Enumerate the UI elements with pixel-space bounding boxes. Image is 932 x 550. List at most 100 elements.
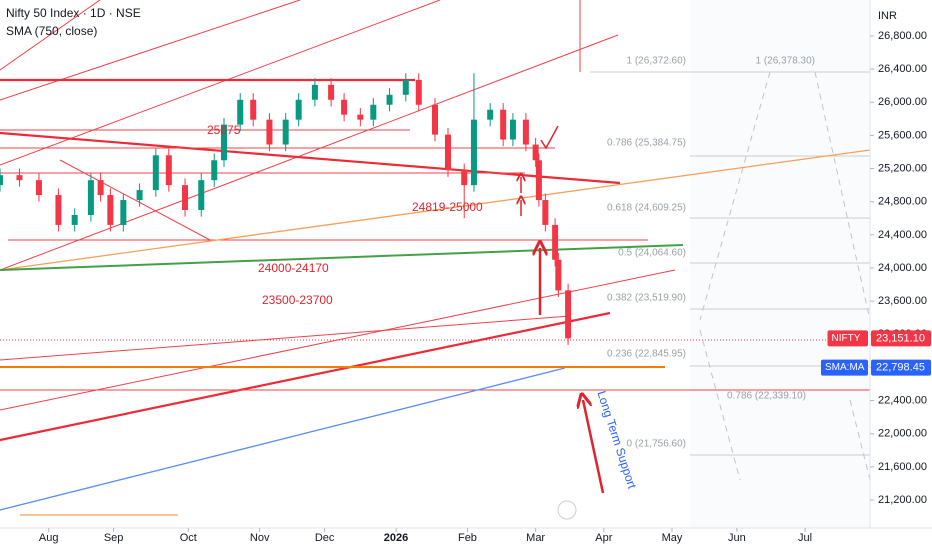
projection-lines — [699, 71, 871, 481]
candle-body — [555, 259, 562, 291]
y-tick-label: 24,000.00 — [878, 262, 927, 274]
x-tick-label: Apr — [595, 532, 612, 544]
candle-body — [402, 79, 409, 95]
candle-body — [198, 180, 205, 210]
y-tick-label: 24,800.00 — [878, 196, 927, 208]
candle-body — [266, 119, 273, 145]
annotation: 24819-25000 — [412, 200, 483, 214]
candle-body — [165, 155, 172, 186]
candle-body — [500, 109, 507, 140]
series-tag — [827, 330, 868, 347]
fib-label: 0.236 (22,845.95) — [607, 349, 686, 360]
fib-label: 0.5 (24,064.60) — [618, 248, 686, 259]
y-tick-label: 22,000.00 — [878, 428, 927, 440]
price-tag — [871, 359, 931, 376]
candle-body — [136, 190, 143, 201]
x-tick-label: Oct — [180, 532, 197, 544]
candle-body — [87, 180, 94, 215]
candle-body — [552, 224, 559, 260]
price-tag-label: 22,798.45 — [876, 361, 925, 373]
candle-body — [120, 200, 127, 225]
candle-body — [220, 124, 227, 161]
candle-body — [341, 99, 348, 115]
candle-body — [152, 155, 159, 191]
candle-body — [0, 175, 3, 186]
x-tick-label: Dec — [315, 532, 335, 544]
candle-body — [522, 119, 529, 145]
y-tick-label: 21,200.00 — [878, 494, 927, 506]
candle-body — [282, 119, 289, 145]
candle-body — [565, 290, 572, 339]
candle-body — [16, 175, 23, 181]
candle-body — [470, 119, 477, 186]
series-tag — [821, 359, 868, 376]
currency: INR — [878, 10, 897, 22]
fib-label: 0.618 (24,609.25) — [607, 203, 686, 214]
price-tag-label: 23,151.10 — [876, 332, 925, 344]
sma-line — [0, 367, 566, 511]
candle-body — [35, 180, 42, 196]
y-tick-label: 26,800.00 — [878, 30, 927, 42]
fib-label: 1 (26,378.30) — [756, 56, 816, 67]
x-tick-label: Jul — [798, 532, 812, 544]
trendlines — [0, 0, 871, 516]
fib-label: 0.786 (25,384.75) — [607, 138, 686, 149]
series-tag-label: NIFTY — [832, 333, 861, 344]
x-tick-label: Nov — [250, 532, 270, 544]
annotation: 24000-24170 — [258, 261, 329, 275]
candle-body — [211, 160, 218, 181]
candle-body — [250, 99, 257, 120]
candle-body — [444, 134, 451, 171]
candle-body — [55, 195, 62, 225]
fib-labels: 1 (26,372.60) 0.786 (25,384.75) 0.618 (2… — [607, 56, 815, 450]
y-tick-label: 23,600.00 — [878, 295, 927, 307]
candle-body — [370, 104, 377, 120]
candle-body — [461, 170, 468, 186]
x-tick-label: Sep — [104, 532, 124, 544]
fib-label: 0.786 (22,339.10) — [727, 391, 806, 402]
candle-body — [107, 195, 114, 225]
candle-body — [535, 160, 542, 201]
subtitle: SMA (750, close) — [6, 24, 97, 38]
candle-body — [532, 144, 539, 161]
candle-body — [415, 79, 422, 105]
candle-body — [295, 99, 302, 120]
candle-body — [182, 185, 189, 210]
candle-body — [487, 109, 494, 120]
candle-body — [328, 84, 335, 100]
fib-label: 1 (26,372.60) — [627, 56, 687, 67]
candle-body — [432, 104, 438, 135]
chart-title: Nifty 50 Index · 1D · NSE — [6, 6, 141, 20]
x-tick-label: May — [662, 532, 683, 544]
candle-body — [357, 114, 364, 120]
y-tick-label: 25,600.00 — [878, 129, 927, 141]
candle-body — [509, 119, 516, 140]
price-tag — [871, 330, 931, 347]
icon[interactable] — [557, 500, 577, 520]
y-tick-label: 22,400.00 — [878, 394, 927, 406]
candle-body — [386, 94, 393, 105]
projection-area — [690, 0, 870, 528]
candles — [0, 73, 572, 345]
x-tick-label: 2026 — [384, 532, 408, 544]
series-tag-label: SMA:MA — [825, 362, 865, 373]
candle-body — [542, 200, 549, 225]
y-tick-label: 21,600.00 — [878, 461, 927, 473]
x-tick-label: Mar — [526, 532, 545, 544]
candle-body — [97, 180, 104, 196]
x-tick-label: Aug — [39, 532, 59, 544]
candle-body — [71, 214, 78, 225]
y-tick-label: 26,400.00 — [878, 63, 927, 75]
candle-body — [311, 84, 318, 100]
x-tick-label: Feb — [458, 532, 477, 544]
y-tick-label: 25,200.00 — [878, 162, 927, 174]
fib-label: 0.382 (23,519.90) — [607, 293, 686, 304]
annotation: 23500-23700 — [262, 293, 333, 307]
y-tick-label: 26,000.00 — [878, 96, 927, 108]
annotation: 25675 — [207, 123, 241, 137]
y-tick-label: 24,400.00 — [878, 229, 927, 241]
fib-lines — [590, 71, 870, 456]
fib-label: 0 (21,756.60) — [627, 439, 687, 450]
x-tick-label: Jun — [728, 532, 746, 544]
